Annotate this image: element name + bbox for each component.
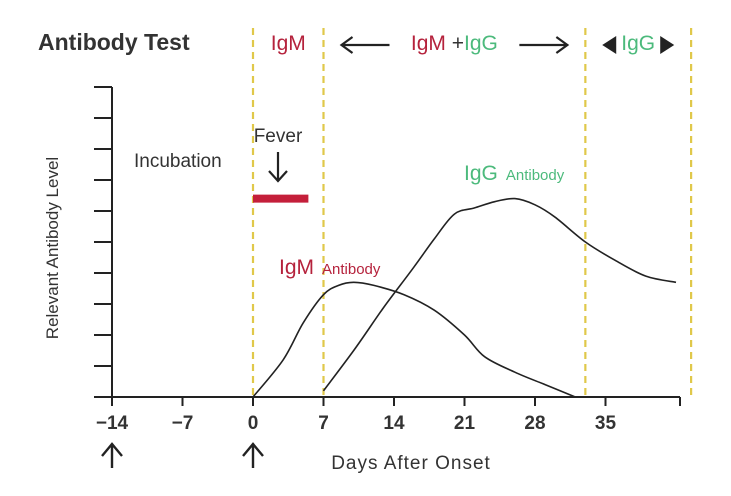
phase-header-0: IgM [271, 32, 306, 55]
igm-series-name: IgM [279, 256, 314, 279]
phase-header-1-part-2: IgG [464, 32, 498, 55]
igg-point-6 [474, 207, 476, 209]
igg-series-suffix: Antibody [506, 167, 565, 184]
x-tick-label-0: −14 [96, 413, 129, 434]
incubation-label: Incubation [134, 151, 222, 172]
phase-header-1-part-1: + [446, 32, 464, 55]
series-layer [252, 197, 677, 398]
x-tick-label-1: −7 [172, 413, 194, 434]
x-tick-label-6: 28 [524, 413, 545, 434]
fever-arrow-icon [268, 152, 288, 183]
phase-header-0-part-0: IgM [271, 32, 306, 55]
x-tick-label-4: 14 [383, 413, 405, 434]
igm-point-7 [403, 294, 405, 296]
igm-point-5 [353, 282, 355, 284]
igg-point-8 [514, 198, 516, 200]
igm-series-label: IgM Antibody [279, 256, 381, 279]
phase-headers: IgM IgM +IgG IgG [271, 32, 675, 55]
igm-point-9 [464, 334, 466, 336]
x-tick-label-3: 7 [318, 413, 329, 434]
igm-point-1 [282, 359, 284, 361]
igg-point-4 [433, 238, 435, 240]
igg-point-0 [323, 390, 325, 392]
phase-header-2: IgG [621, 32, 655, 55]
igg-curve [322, 197, 677, 392]
igg-point-5 [454, 213, 456, 215]
phase-header-1: IgM +IgG [411, 32, 498, 55]
phase-triangle-left-2 [602, 36, 617, 54]
igm-point-3 [323, 294, 325, 296]
labels: Antibody Test Incubation Fever Days Afte… [38, 29, 491, 474]
igg-point-7 [494, 201, 496, 203]
igg-point-9 [534, 204, 536, 206]
igm-point-13 [574, 396, 576, 398]
igg-series-name: IgG [464, 162, 498, 185]
igg-point-10 [554, 216, 556, 218]
phase-header-1-part-0: IgM [411, 32, 446, 55]
igm-point-10 [484, 356, 486, 358]
igm-point-8 [433, 309, 435, 311]
igg-point-13 [645, 275, 647, 277]
phase-arrow-left-1 [339, 36, 390, 54]
y-axis-label: Relevant Antibody Level [43, 157, 62, 339]
igg-point-2 [383, 306, 385, 308]
igm-point-12 [544, 384, 546, 386]
igm-point-6 [373, 285, 375, 287]
phase-triangle-right-2 [660, 36, 675, 54]
x-tick-label-7: 35 [595, 413, 617, 434]
fever-label: Fever [254, 126, 303, 147]
phase-arrow-right-1 [519, 36, 570, 54]
up-arrow-icon-1 [242, 442, 264, 468]
igg-point-3 [413, 266, 415, 268]
igg-point-12 [615, 260, 617, 262]
igm-point-2 [303, 322, 305, 324]
chart-title: Antibody Test [38, 29, 190, 55]
igm-series-suffix: Antibody [322, 261, 381, 278]
axes: −14 −7 0 7 14 21 28 35 [94, 86, 681, 434]
igg-point-14 [675, 282, 677, 284]
up-arrow-icon-0 [101, 442, 123, 468]
igg-point-1 [353, 350, 355, 352]
phase-boundary-lines [251, 28, 693, 400]
phase-header-2-part-0: IgG [621, 32, 655, 55]
x-tick-label-5: 21 [454, 413, 476, 434]
igm-point-4 [338, 285, 340, 287]
annotations: IgM Antibody IgG Antibody [101, 152, 565, 468]
x-axis-label: Days After Onset [331, 453, 491, 474]
igm-curve [252, 281, 576, 398]
igm-point-11 [514, 371, 516, 373]
igm-point-0 [252, 396, 254, 398]
igg-point-11 [585, 241, 587, 243]
x-tick-label-2: 0 [248, 413, 259, 434]
igg-series-label: IgG Antibody [464, 162, 565, 185]
